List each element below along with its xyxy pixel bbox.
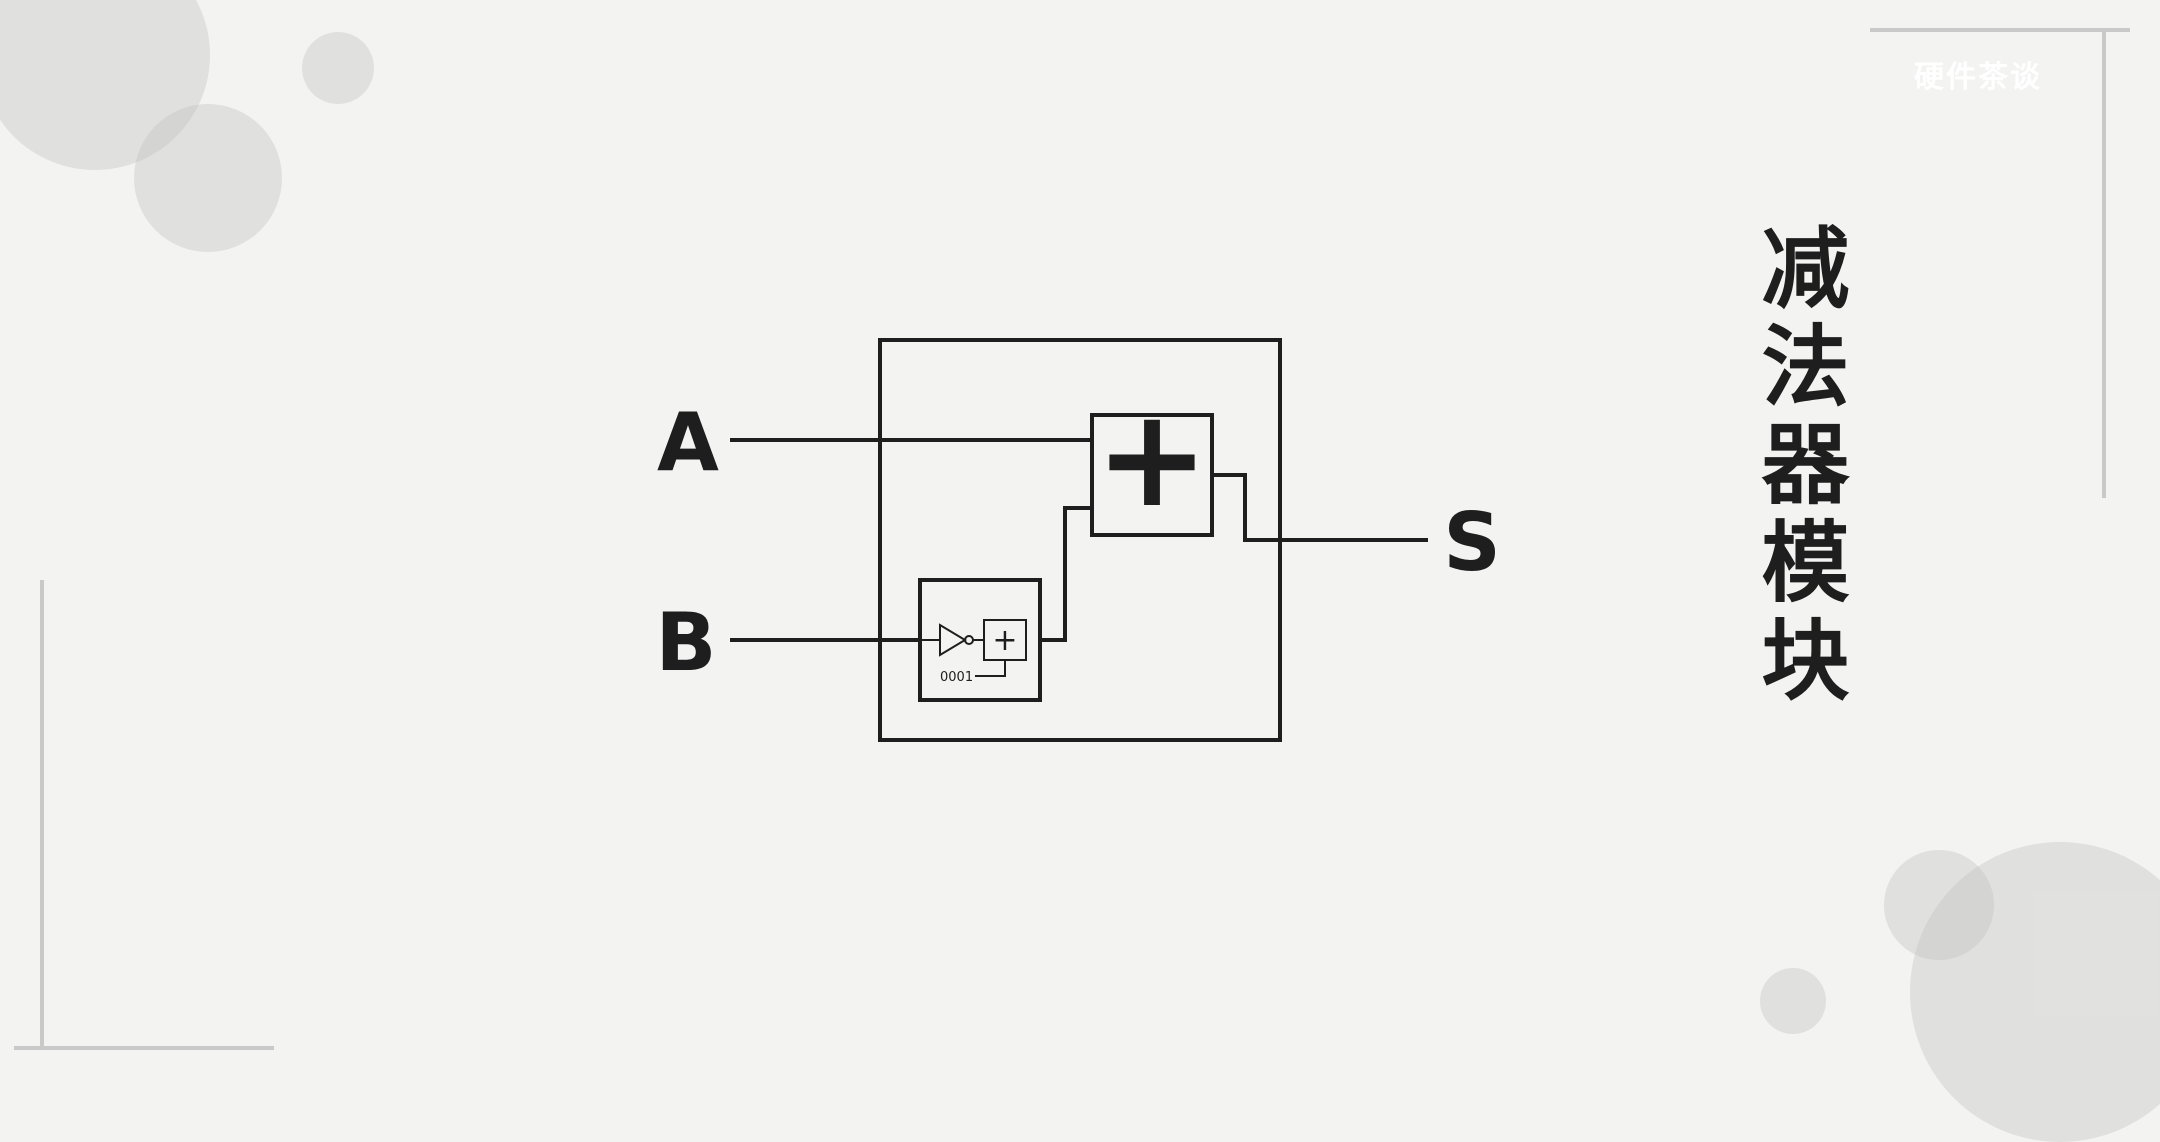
constant-label: 0001 <box>940 670 973 685</box>
decor-circle-top-left-medium <box>134 104 282 252</box>
subtractor-diagram: + + 0001 A B S <box>656 338 1501 742</box>
frame-line-bottom-left-v <box>40 580 44 1050</box>
frame-line-top-right-v <box>2102 28 2106 498</box>
page-title: 减法器模块 <box>1747 222 1850 712</box>
input-label-b: B <box>656 596 717 689</box>
frame-line-top-right-h <box>1870 28 2130 32</box>
input-label-a: A <box>657 396 719 489</box>
wire-adder-to-output <box>1212 473 1428 542</box>
decor-circle-bottom-right-medium <box>1884 850 1994 960</box>
wire-constant-to-inner-adder <box>975 660 1006 677</box>
main-adder-symbol: + <box>1095 380 1209 538</box>
inverter-symbol <box>939 623 967 657</box>
decor-circle-bottom-right-small <box>1760 968 1826 1034</box>
wire-complement-to-adder <box>1040 506 1092 642</box>
watermark-text: 硬件茶谈 <box>1914 60 2042 95</box>
inner-adder-symbol: + <box>992 623 1017 658</box>
decor-circle-top-left-small <box>302 32 374 104</box>
output-label-s: S <box>1443 496 1501 589</box>
frame-line-bottom-left-h <box>14 1046 274 1050</box>
